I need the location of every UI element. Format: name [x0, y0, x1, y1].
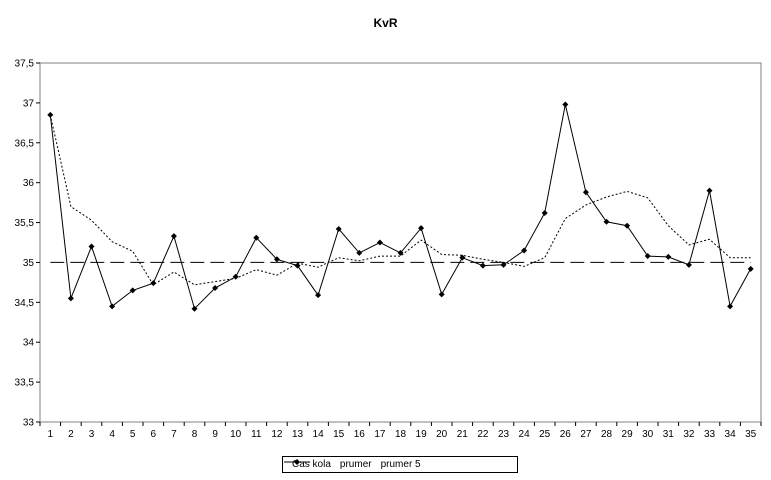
x-tick-label: 9: [212, 429, 218, 440]
data-point: [129, 287, 136, 294]
x-tick-label: 5: [130, 429, 136, 440]
y-tick-label: 35,5: [15, 218, 35, 229]
data-point: [685, 261, 692, 268]
data-point: [624, 222, 631, 229]
x-tick-label: 19: [416, 429, 428, 440]
y-tick-label: 33,5: [15, 378, 35, 389]
x-tick-label: 10: [230, 429, 242, 440]
y-tick-label: 35: [23, 258, 35, 269]
legend-swatch: [284, 461, 310, 463]
data-point: [335, 225, 342, 232]
x-tick-label: 31: [663, 429, 675, 440]
x-tick-label: 25: [539, 429, 551, 440]
y-tick-label: 34: [23, 338, 35, 349]
x-tick-label: 21: [457, 429, 469, 440]
plot-area: [39, 62, 762, 423]
data-point: [191, 305, 198, 312]
legend-item: prumer: [284, 459, 372, 470]
data-point: [418, 225, 425, 232]
x-tick-label: 17: [374, 429, 386, 440]
data-point: [479, 262, 486, 269]
data-point: [67, 295, 74, 302]
x-tick-label: 7: [171, 429, 177, 440]
data-point: [397, 249, 404, 256]
data-point: [541, 209, 548, 216]
x-tick-label: 27: [580, 429, 592, 440]
x-tick-label: 22: [477, 429, 489, 440]
x-tick-label: 34: [725, 429, 737, 440]
data-point: [644, 253, 651, 260]
data-point: [500, 261, 507, 268]
data-point: [582, 189, 589, 196]
x-tick-label: 28: [601, 429, 613, 440]
chart-title: KvR: [373, 16, 398, 30]
x-tick-label: 3: [89, 429, 95, 440]
legend-label: prumer: [339, 459, 372, 470]
data-point: [109, 303, 116, 310]
data-point: [150, 280, 157, 287]
data-point: [47, 111, 54, 118]
y-tick-label: 34,5: [15, 298, 35, 309]
x-tick-label: 14: [313, 429, 325, 440]
data-point: [170, 233, 177, 240]
x-tick-label: 1: [48, 429, 54, 440]
x-tick-label: 4: [109, 429, 115, 440]
x-tick-label: 12: [271, 429, 283, 440]
x-tick-label: 33: [704, 429, 716, 440]
data-point: [253, 234, 260, 241]
x-tick-label: 18: [395, 429, 407, 440]
y-tick-label: 37,5: [15, 59, 35, 70]
x-tick-label: 16: [354, 429, 366, 440]
x-tick-label: 35: [745, 429, 757, 440]
data-point: [212, 284, 219, 291]
data-point: [376, 239, 383, 246]
legend-item: prumer 5: [284, 459, 421, 470]
y-tick-label: 33: [23, 418, 35, 429]
data-point: [665, 253, 672, 260]
x-tick-label: 2: [68, 429, 74, 440]
data-point: [459, 254, 466, 261]
y-tick-label: 37: [23, 98, 35, 109]
data-point: [294, 262, 301, 269]
data-point: [727, 303, 734, 310]
data-point: [315, 292, 322, 299]
x-tick-label: 24: [519, 429, 531, 440]
x-tick-label: 20: [436, 429, 448, 440]
x-tick-label: 30: [642, 429, 654, 440]
data-point: [356, 249, 363, 256]
y-tick-label: 36: [23, 178, 35, 189]
x-tick-label: 8: [192, 429, 198, 440]
legend-label: Cas kola: [292, 459, 331, 470]
series-line-prumer-5: [49, 114, 751, 286]
x-tick-label: 32: [683, 429, 695, 440]
series-line-cas-kola: [49, 104, 752, 310]
data-point: [232, 273, 239, 280]
data-point: [273, 256, 280, 263]
x-tick-label: 23: [498, 429, 510, 440]
x-tick-label: 11: [251, 429, 262, 440]
data-point: [438, 291, 445, 298]
data-point: [747, 265, 754, 272]
data-point: [521, 247, 528, 254]
legend: Cas kola prumer prumer 5: [282, 456, 518, 473]
x-tick-label: 26: [560, 429, 572, 440]
legend-label: prumer 5: [380, 459, 421, 470]
data-point: [562, 101, 569, 108]
data-point: [706, 187, 713, 194]
data-point: [88, 243, 95, 250]
x-tick-label: 6: [151, 429, 157, 440]
data-point: [603, 218, 610, 225]
x-tick-label: 13: [292, 429, 304, 440]
x-tick-label: 29: [622, 429, 634, 440]
y-tick-label: 36,5: [15, 138, 35, 149]
x-tick-label: 15: [333, 429, 345, 440]
